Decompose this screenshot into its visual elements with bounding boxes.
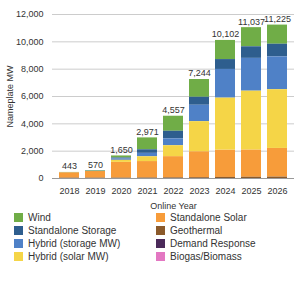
svg-text:10,102: 10,102 (212, 29, 240, 39)
svg-text:4,557: 4,557 (162, 105, 185, 115)
svg-text:2025: 2025 (241, 186, 261, 196)
svg-text:4,000: 4,000 (21, 119, 44, 129)
html-text:Hybrid (storage MW): Hybrid (storage MW) (28, 238, 121, 249)
svg-text:2022: 2022 (163, 186, 183, 196)
svg-text:1,650: 1,650 (110, 145, 133, 155)
svg-text:2021: 2021 (137, 186, 157, 196)
svg-text:2026: 2026 (267, 186, 287, 196)
html-text:Standalone Solar: Standalone Solar (170, 212, 247, 223)
html-text:Geothermal: Geothermal (170, 225, 223, 236)
html-text:Wind: Wind (28, 212, 51, 223)
svg-text:6,000: 6,000 (21, 91, 44, 101)
svg-text:2018: 2018 (59, 186, 79, 196)
svg-text:Online Year: Online Year (150, 201, 197, 211)
svg-text:2,971: 2,971 (136, 127, 159, 137)
html-text:Standalone Storage: Standalone Storage (28, 225, 117, 236)
svg-text:2,000: 2,000 (21, 146, 44, 156)
svg-text:11,037: 11,037 (238, 17, 265, 27)
svg-text:0: 0 (38, 173, 43, 183)
svg-text:11,225: 11,225 (264, 14, 291, 24)
html-text:Biogas/Biomass: Biogas/Biomass (170, 251, 242, 262)
svg-text:443: 443 (62, 161, 77, 171)
svg-text:Nameplate MW: Nameplate MW (5, 65, 15, 128)
svg-text:2024: 2024 (215, 186, 235, 196)
svg-text:570: 570 (88, 160, 103, 170)
svg-text:2020: 2020 (111, 186, 131, 196)
html-text:Hybrid (solar MW): Hybrid (solar MW) (28, 251, 109, 262)
svg-text:12,000: 12,000 (16, 9, 44, 19)
html-text:Demand Response: Demand Response (170, 238, 256, 249)
svg-text:10,000: 10,000 (16, 37, 44, 47)
svg-text:2023: 2023 (189, 186, 209, 196)
svg-text:2019: 2019 (85, 186, 105, 196)
svg-text:8,000: 8,000 (21, 64, 44, 74)
svg-text:7,244: 7,244 (188, 68, 211, 78)
